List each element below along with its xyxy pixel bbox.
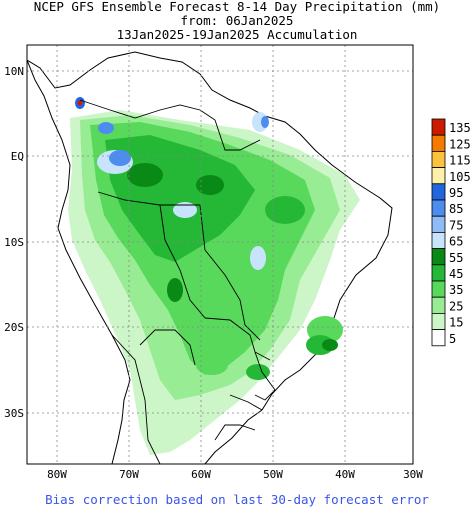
legend-label: 135 (449, 121, 471, 135)
precip-55-65 (127, 163, 338, 351)
legend-label: 85 (449, 202, 463, 216)
legend-label: 75 (449, 218, 463, 232)
legend-swatch (431, 248, 446, 266)
map-area (27, 45, 413, 464)
legend-label: 125 (449, 137, 471, 151)
graticule (27, 45, 413, 464)
lat-tick-30s: 30S (4, 407, 24, 420)
lon-tick-40w: 40W (335, 468, 355, 481)
bias-correction-note: Bias correction based on last 30-day for… (45, 492, 429, 507)
longitude-axis: 80W 70W 60W 50W 40W 30W (47, 468, 423, 481)
legend-label: 55 (449, 251, 463, 265)
lon-tick-50w: 50W (263, 468, 283, 481)
map-frame (26, 44, 414, 465)
precip-high (75, 97, 85, 109)
forecast-init-date: from: 06Jan2025 (180, 13, 294, 28)
legend-label: 35 (449, 283, 463, 297)
legend-swatch (431, 231, 446, 249)
legend-swatch (431, 329, 446, 347)
map-title: NCEP GFS Ensemble Forecast 8-14 Day Prec… (33, 0, 441, 14)
legend-swatch (431, 215, 446, 233)
lon-tick-60w: 60W (191, 468, 211, 481)
legend-label: 95 (449, 186, 463, 200)
legend-label: 25 (449, 299, 463, 313)
latitude-axis: 10N EQ 10S 20S 30S (4, 65, 24, 420)
lat-tick-10s: 10S (4, 236, 24, 249)
accumulation-period: 13Jan2025-19Jan2025 Accumulation (116, 27, 358, 42)
legend-swatch (431, 183, 446, 201)
precipitation-legend: 135 125 115 105 95 85 75 65 55 45 35 25 15 5 (431, 118, 471, 347)
lon-tick-80w: 80W (47, 468, 67, 481)
lat-tick-10n: 10N (4, 65, 24, 78)
legend-swatch (431, 134, 446, 152)
legend-label: 65 (449, 235, 463, 249)
lon-tick-30w: 30W (403, 468, 423, 481)
legend-swatch (431, 264, 446, 282)
legend-swatch (431, 118, 446, 136)
legend-label: 5 (449, 332, 456, 346)
lon-tick-70w: 70W (119, 468, 139, 481)
legend-label: 45 (449, 267, 463, 281)
legend-swatch (431, 150, 446, 168)
legend-swatch (431, 312, 446, 330)
legend-swatch (431, 199, 446, 217)
legend-swatch (431, 167, 446, 185)
legend-label: 105 (449, 170, 471, 184)
country-borders (79, 99, 276, 464)
lat-tick-eq: EQ (11, 150, 24, 163)
legend-swatch (431, 296, 446, 314)
precip-85-105 (98, 116, 269, 166)
legend-label: 15 (449, 316, 463, 330)
legend-swatch (431, 280, 446, 298)
legend-label: 115 (449, 154, 471, 168)
lat-tick-20s: 20S (4, 321, 24, 334)
